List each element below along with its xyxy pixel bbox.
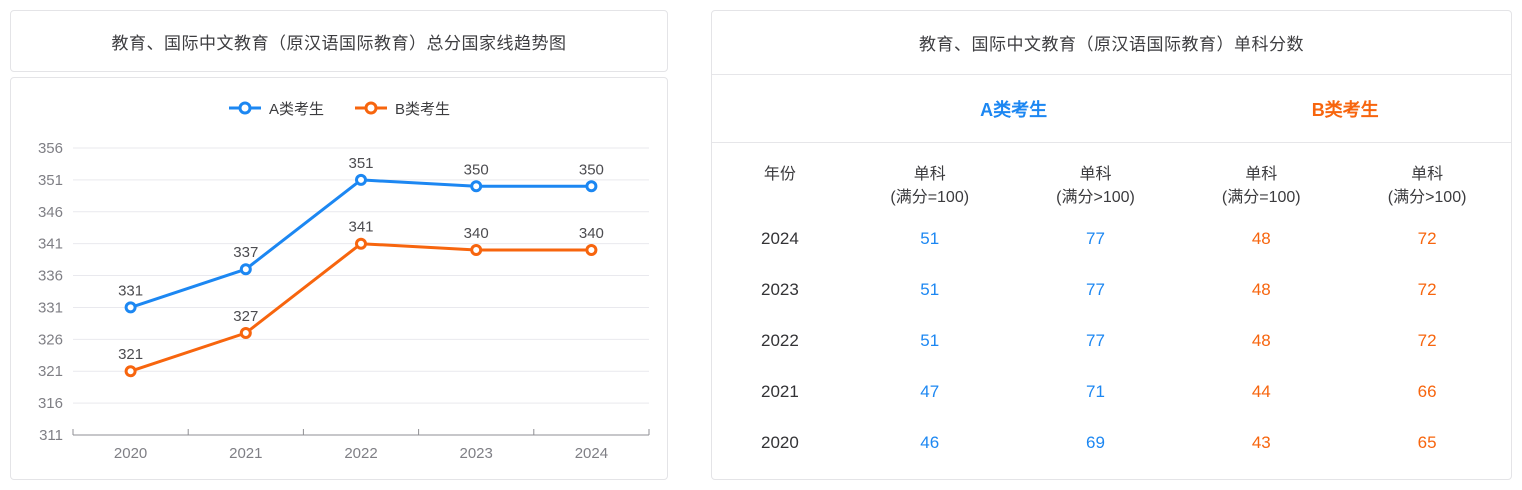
svg-text:321: 321 (38, 363, 63, 380)
svg-text:321: 321 (118, 346, 143, 363)
svg-text:356: 356 (38, 140, 63, 157)
trend-chart-svg: 356 351 346 341 336 331 326 321 316 311 2020 2021 20… (38, 140, 650, 462)
svg-text:2022: 2022 (344, 445, 377, 462)
group-header-row: A类考生 B类考生 (712, 75, 1511, 143)
legend-marker-icon (228, 101, 261, 115)
score-cell-a2: 71 (1086, 381, 1105, 401)
legend-item-b[interactable]: B类考生 (354, 98, 450, 119)
table-row: 2021 47 71 44 66 (712, 366, 1511, 417)
group-header-a: A类考生 (980, 99, 1048, 120)
svg-text:346: 346 (38, 204, 63, 221)
column-header-a1: 单科 (满分=100) (890, 166, 970, 207)
svg-text:341: 341 (38, 236, 63, 253)
svg-text:2024: 2024 (575, 445, 608, 462)
year-cell: 2023 (761, 279, 799, 299)
score-cell-a2: 69 (1086, 432, 1105, 452)
svg-text:340: 340 (579, 225, 604, 242)
score-cell-b1: 48 (1251, 330, 1271, 350)
legend-item-a[interactable]: A类考生 (228, 98, 324, 119)
score-cell-b1: 44 (1251, 381, 1271, 401)
score-cell-b2: 72 (1417, 330, 1437, 350)
year-cell: 2022 (761, 330, 799, 350)
column-header-b2: 单科 (满分>100) (1387, 166, 1467, 207)
score-cell-b2: 72 (1417, 228, 1437, 248)
table-row: 2020 46 69 43 65 (712, 417, 1511, 468)
svg-text:331: 331 (38, 299, 63, 316)
score-cell-b1: 48 (1251, 228, 1271, 248)
svg-text:340: 340 (464, 225, 489, 242)
svg-text:316: 316 (38, 395, 63, 412)
score-cell-b2: 72 (1417, 279, 1437, 299)
svg-text:311: 311 (39, 427, 63, 444)
svg-text:326: 326 (38, 331, 63, 348)
score-cell-a1: 47 (920, 381, 940, 401)
score-cell-b2: 65 (1417, 432, 1437, 452)
column-header-year: 年份 (763, 166, 796, 183)
score-cell-a1: 51 (920, 330, 940, 350)
table-title: 教育、国际中文教育（原汉语国际教育）单科分数 (712, 11, 1511, 75)
svg-text:331: 331 (118, 282, 143, 299)
svg-text:2021: 2021 (229, 445, 262, 462)
svg-text:341: 341 (348, 219, 373, 236)
chart-title-card: 教育、国际中文教育（原汉语国际教育）总分国家线趋势图 (10, 10, 668, 72)
score-cell-a1: 46 (920, 432, 940, 452)
svg-text:336: 336 (38, 268, 63, 285)
score-cell-b1: 48 (1251, 279, 1271, 299)
score-cell-b1: 43 (1251, 432, 1271, 452)
year-cell: 2024 (761, 228, 799, 248)
chart-legend: A类考生 B类考生 (11, 98, 667, 119)
score-cell-a1: 51 (920, 279, 940, 299)
score-cell-a2: 77 (1086, 228, 1105, 248)
svg-text:351: 351 (348, 155, 373, 172)
table-row: 2022 51 77 48 72 (712, 315, 1511, 366)
scores-table: 年份 单科 (满分=100) 单科 (满分>100) 单科 (满分=100) (712, 143, 1511, 468)
table-row: 2024 51 77 48 72 (712, 213, 1511, 264)
chart-card: A类考生 B类考生 356 351 346 341 336 331 326 321 316 311 2… (10, 77, 668, 480)
legend-label: A类考生 (268, 100, 324, 118)
svg-text:351: 351 (38, 172, 63, 189)
column-header-b1: 单科 (满分=100) (1221, 166, 1301, 207)
column-header-row: 年份 单科 (满分=100) 单科 (满分>100) 单科 (满分=100) (712, 143, 1511, 213)
svg-text:337: 337 (233, 244, 258, 261)
year-cell: 2021 (761, 381, 799, 401)
svg-text:350: 350 (464, 161, 489, 178)
column-header-a2: 单科 (满分>100) (1056, 166, 1135, 207)
scores-table-panel: 教育、国际中文教育（原汉语国际教育）单科分数 A类考生 B类考生 年份 单科 (… (711, 10, 1512, 480)
legend-marker-icon (355, 101, 387, 115)
svg-text:2023: 2023 (460, 445, 493, 462)
score-cell-a2: 77 (1086, 330, 1105, 350)
svg-text:350: 350 (579, 161, 604, 178)
score-cell-a1: 51 (920, 228, 940, 248)
score-cell-b2: 66 (1417, 381, 1437, 401)
legend-label: B类考生 (395, 100, 451, 118)
svg-text:2020: 2020 (114, 445, 147, 462)
year-cell: 2020 (761, 432, 799, 452)
trend-line-chart: 356 351 346 341 336 331 326 321 316 311 2020 2021 20… (11, 130, 667, 475)
svg-text:327: 327 (233, 308, 258, 325)
score-cell-a2: 77 (1086, 279, 1105, 299)
table-row: 2023 51 77 48 72 (712, 264, 1511, 315)
group-header-b: B类考生 (1311, 99, 1379, 120)
chart-title: 教育、国际中文教育（原汉语国际教育）总分国家线趋势图 (111, 33, 567, 53)
